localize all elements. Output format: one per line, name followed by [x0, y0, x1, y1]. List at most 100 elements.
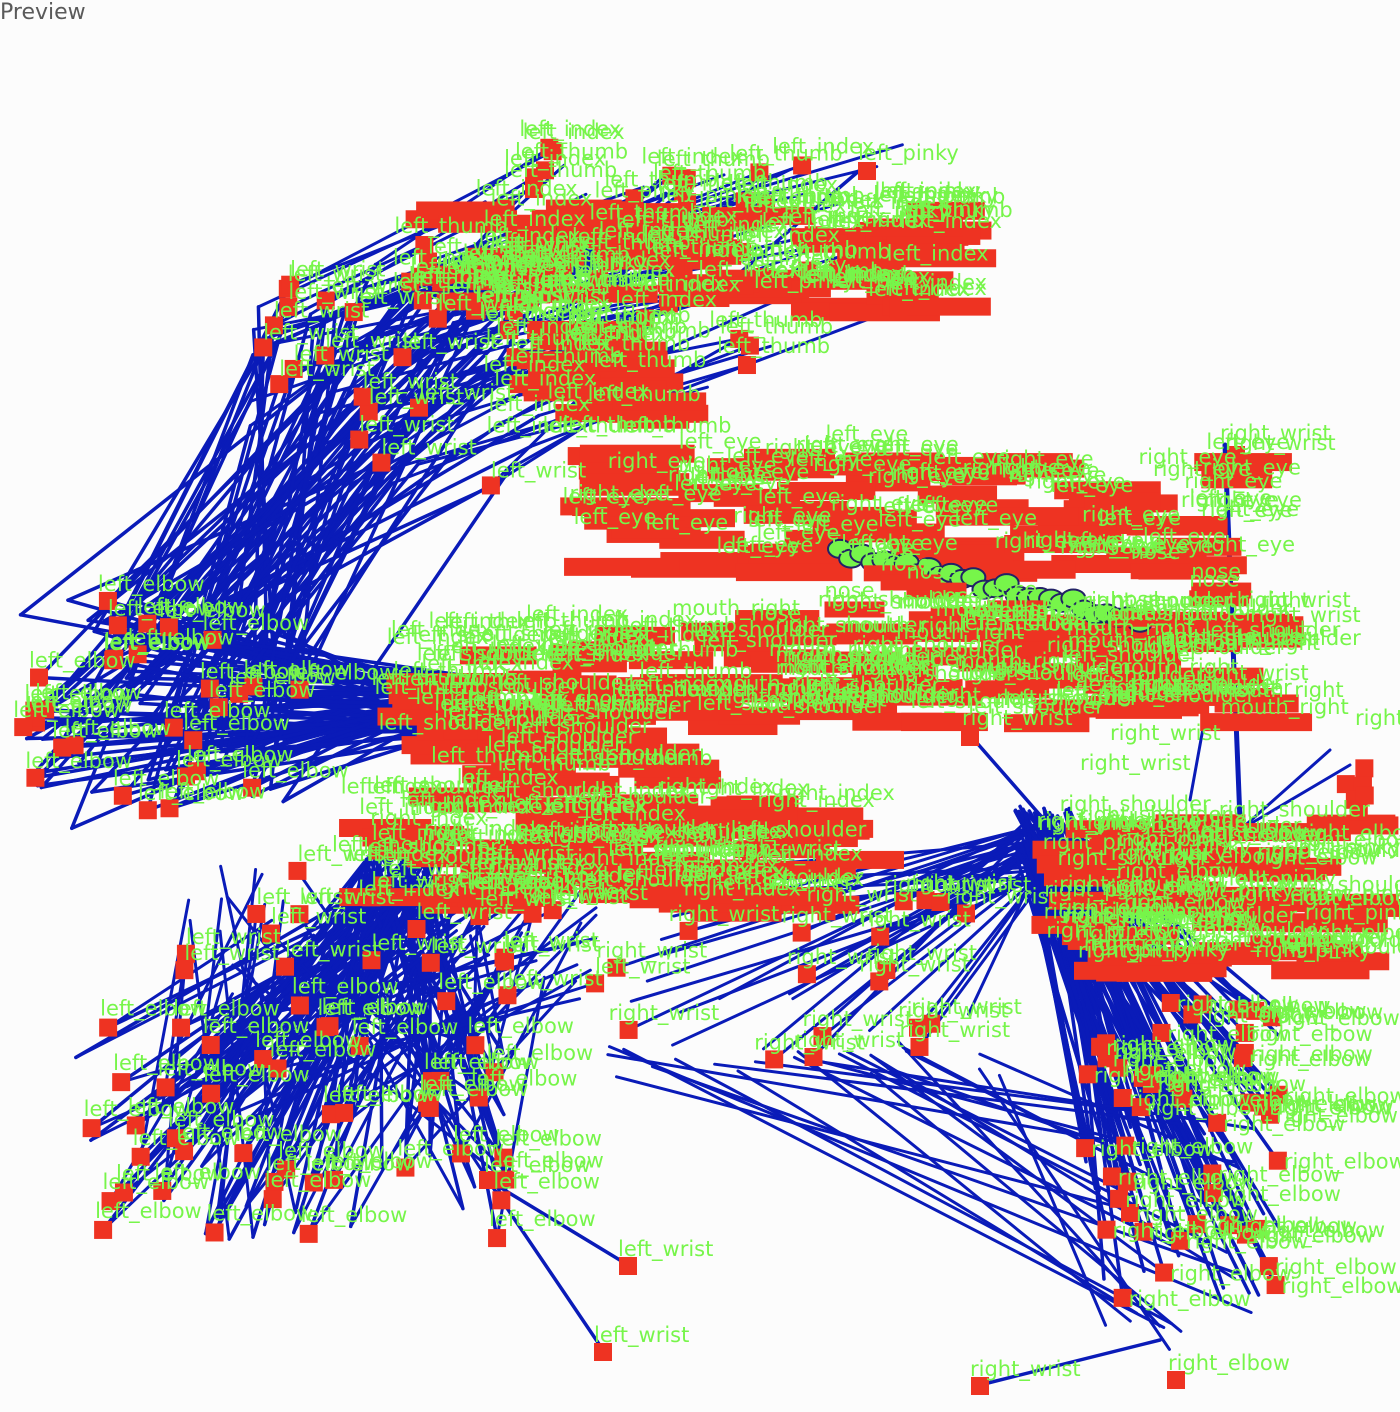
joint-label: left_eye [1061, 529, 1144, 554]
joint-marker [659, 294, 678, 313]
joint-label: left_elbow [270, 1037, 377, 1062]
joint-label: mouth_right [766, 676, 894, 701]
joint-label: left_elbow [176, 747, 283, 772]
joint-label: right_elbow [1282, 1274, 1400, 1299]
joint-label: left_wrist [541, 267, 636, 292]
face-band [471, 777, 584, 796]
joint-label: left_wrist [256, 885, 351, 910]
joint-label: right_eye [608, 449, 706, 474]
joint-label: left_index [624, 272, 726, 297]
joint-label: right_eye [1203, 455, 1301, 480]
face-band [987, 600, 1048, 617]
bone-line [869, 1053, 1174, 1280]
joint-marker [598, 252, 617, 271]
joint-label: right_eye [1197, 532, 1295, 557]
joint-label: left_wrist [263, 320, 358, 345]
joint-label: left_index [900, 209, 1002, 234]
joint-label: right_elbow [1189, 1088, 1311, 1113]
joint-label: left_elbow [318, 996, 425, 1021]
joint-label: right_wrist [669, 902, 780, 927]
joint-label: left_elbow [176, 1120, 283, 1145]
bone-line [800, 819, 1044, 935]
joint-marker [418, 1093, 437, 1112]
joint-label: right_eye [733, 504, 831, 529]
face-band [1004, 714, 1090, 733]
joint-marker [922, 1014, 941, 1033]
bone-line [1024, 842, 1146, 1234]
joint-label: left_index [615, 287, 717, 312]
joint-label: left_shoulder [379, 711, 515, 736]
face-band [639, 674, 741, 693]
joint-label: left_elbow [322, 995, 429, 1020]
joint-label: left_index [519, 117, 621, 142]
joint-marker [156, 1078, 175, 1097]
joint-label: right_elbow [1263, 1218, 1385, 1243]
joint-label: left_elbow [424, 1050, 531, 1075]
joint-marker [166, 1129, 185, 1148]
bone-line [298, 936, 598, 1007]
joint-label: left_elbow [35, 680, 142, 705]
joint-label: nose [825, 578, 875, 602]
joint-label: left_elbow [438, 970, 545, 995]
joint-label: left_elbow [352, 1015, 459, 1040]
joint-label: left_shoulder [831, 647, 967, 672]
joint-label: right_elbow [1149, 1067, 1271, 1092]
face-band [815, 850, 904, 869]
joint-label: right_wrist [1250, 603, 1361, 628]
bone-line [287, 316, 440, 663]
bone-line [907, 832, 1031, 877]
face-band [611, 520, 686, 539]
joint-label: right_wrist [884, 872, 995, 897]
joint-label: right_elbow [1149, 1221, 1271, 1246]
bone-line [244, 437, 362, 769]
joint-marker [344, 303, 363, 322]
joint-label: left_eye [916, 493, 999, 518]
joint-marker [114, 1183, 133, 1202]
face-band [882, 297, 991, 316]
bone-line [939, 819, 1029, 904]
joint-label: right_eye [860, 531, 958, 556]
joint-label: left_elbow [422, 1077, 529, 1102]
joint-marker [26, 768, 45, 787]
joint-marker [201, 1035, 220, 1054]
joint-label: right_wrist [609, 1001, 720, 1026]
joint-label: left_elbow [52, 719, 159, 744]
joint-marker [817, 902, 836, 921]
joint-marker [457, 889, 476, 908]
face-band [851, 663, 936, 682]
joint-marker [1174, 1089, 1193, 1108]
bone-line [809, 1058, 1258, 1131]
joint-label: right_eye [1201, 497, 1299, 522]
joint-marker [247, 904, 266, 923]
joint-label: right_eye [668, 463, 766, 488]
joint-label: left_elbow [484, 1153, 591, 1178]
joint-label: right_wrist [1225, 431, 1336, 456]
joint-label: left_eye [804, 434, 887, 459]
bone-line [18, 280, 443, 617]
joint-marker [1259, 1257, 1278, 1276]
joint-marker [678, 193, 697, 212]
joint-marker [30, 668, 49, 687]
joint-label: left_pinky [858, 141, 959, 166]
joint-marker [1203, 1184, 1222, 1203]
joint-label: left_elbow [103, 631, 210, 656]
joint-marker [535, 161, 554, 180]
joint-label: left_eye [574, 505, 657, 530]
bone-line [645, 849, 1043, 983]
joint-marker [202, 1084, 221, 1103]
joint-label: left_elbow [278, 1139, 385, 1164]
joint-label: right_elbow [1118, 1165, 1240, 1190]
joint-label: left_elbow [98, 572, 205, 597]
joint-label: right_elbow [1113, 1219, 1235, 1244]
joint-label: right_eye [813, 452, 911, 477]
joint-label: left_wrist [419, 381, 514, 406]
joint-label: left_index [761, 841, 863, 866]
joint-label: right_eye [765, 436, 863, 461]
joint-label: left_elbow [229, 665, 336, 690]
face-band [572, 498, 691, 517]
joint-label: left_index [484, 207, 586, 232]
joint-label: nose [881, 552, 931, 576]
joint-marker [469, 1088, 488, 1107]
joint-marker [431, 1071, 450, 1090]
joint-marker [735, 192, 754, 211]
